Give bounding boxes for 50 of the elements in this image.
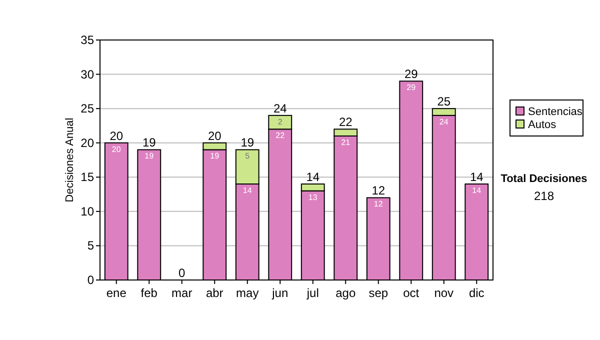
- x-tick-label: jul: [306, 286, 319, 300]
- x-tick-label: abr: [206, 286, 224, 300]
- data-label: 29: [406, 83, 416, 92]
- data-label: 19: [144, 152, 154, 161]
- data-label: 14: [472, 186, 482, 195]
- total-label: 19: [240, 136, 254, 150]
- data-label: 13: [308, 192, 318, 202]
- y-tick-label: 20: [80, 136, 94, 150]
- data-label: 14: [242, 186, 252, 195]
- x-tick-label: may: [236, 286, 259, 300]
- x-tick-label: sep: [368, 286, 388, 300]
- legend-label: Autos: [528, 119, 557, 131]
- x-tick-label: mar: [172, 286, 192, 300]
- y-tick-label: 30: [80, 67, 94, 82]
- y-tick-label: 35: [80, 33, 94, 47]
- text: Total Decisiones: [500, 173, 588, 185]
- data-label: 22: [276, 131, 286, 140]
- x-tick-label: ago: [336, 286, 356, 300]
- total-label: 24: [273, 101, 288, 116]
- data-label: 24: [439, 117, 449, 126]
- total-label: 14: [306, 170, 320, 184]
- y-axis-title: Decisiones Anual: [64, 118, 76, 202]
- x-tick-label: oct: [403, 286, 420, 300]
- data-label: 20: [112, 144, 122, 154]
- x-tick-label: nov: [434, 286, 454, 300]
- total-label: 19: [142, 136, 156, 150]
- y-tick-label: 15: [80, 170, 94, 184]
- total-label: 0: [178, 266, 186, 280]
- legend-label: Sentencias: [528, 106, 583, 118]
- y-tick-label: 25: [80, 102, 94, 116]
- total-label: 29: [404, 67, 418, 82]
- data-label: 21: [341, 138, 351, 147]
- total-label: 22: [338, 115, 353, 130]
- total-label: 20: [110, 128, 124, 143]
- y-tick-label: 0: [87, 273, 94, 287]
- x-tick-label: feb: [140, 286, 158, 300]
- total-label: 20: [208, 128, 222, 143]
- x-tick-label: ene: [106, 286, 127, 300]
- data-label: 2: [278, 117, 283, 126]
- total-label: 12: [372, 184, 386, 198]
- y-tick-label: 5: [87, 238, 94, 253]
- data-label: 12: [374, 200, 384, 209]
- x-tick-label: jun: [271, 286, 288, 300]
- data-label: 19: [210, 152, 220, 161]
- x-tick-label: dic: [468, 286, 484, 300]
- data-label: 5: [245, 152, 250, 161]
- text: 218: [534, 189, 554, 203]
- y-tick-label: 10: [80, 204, 94, 218]
- total-label: 14: [470, 170, 484, 184]
- total-label: 25: [437, 94, 451, 109]
